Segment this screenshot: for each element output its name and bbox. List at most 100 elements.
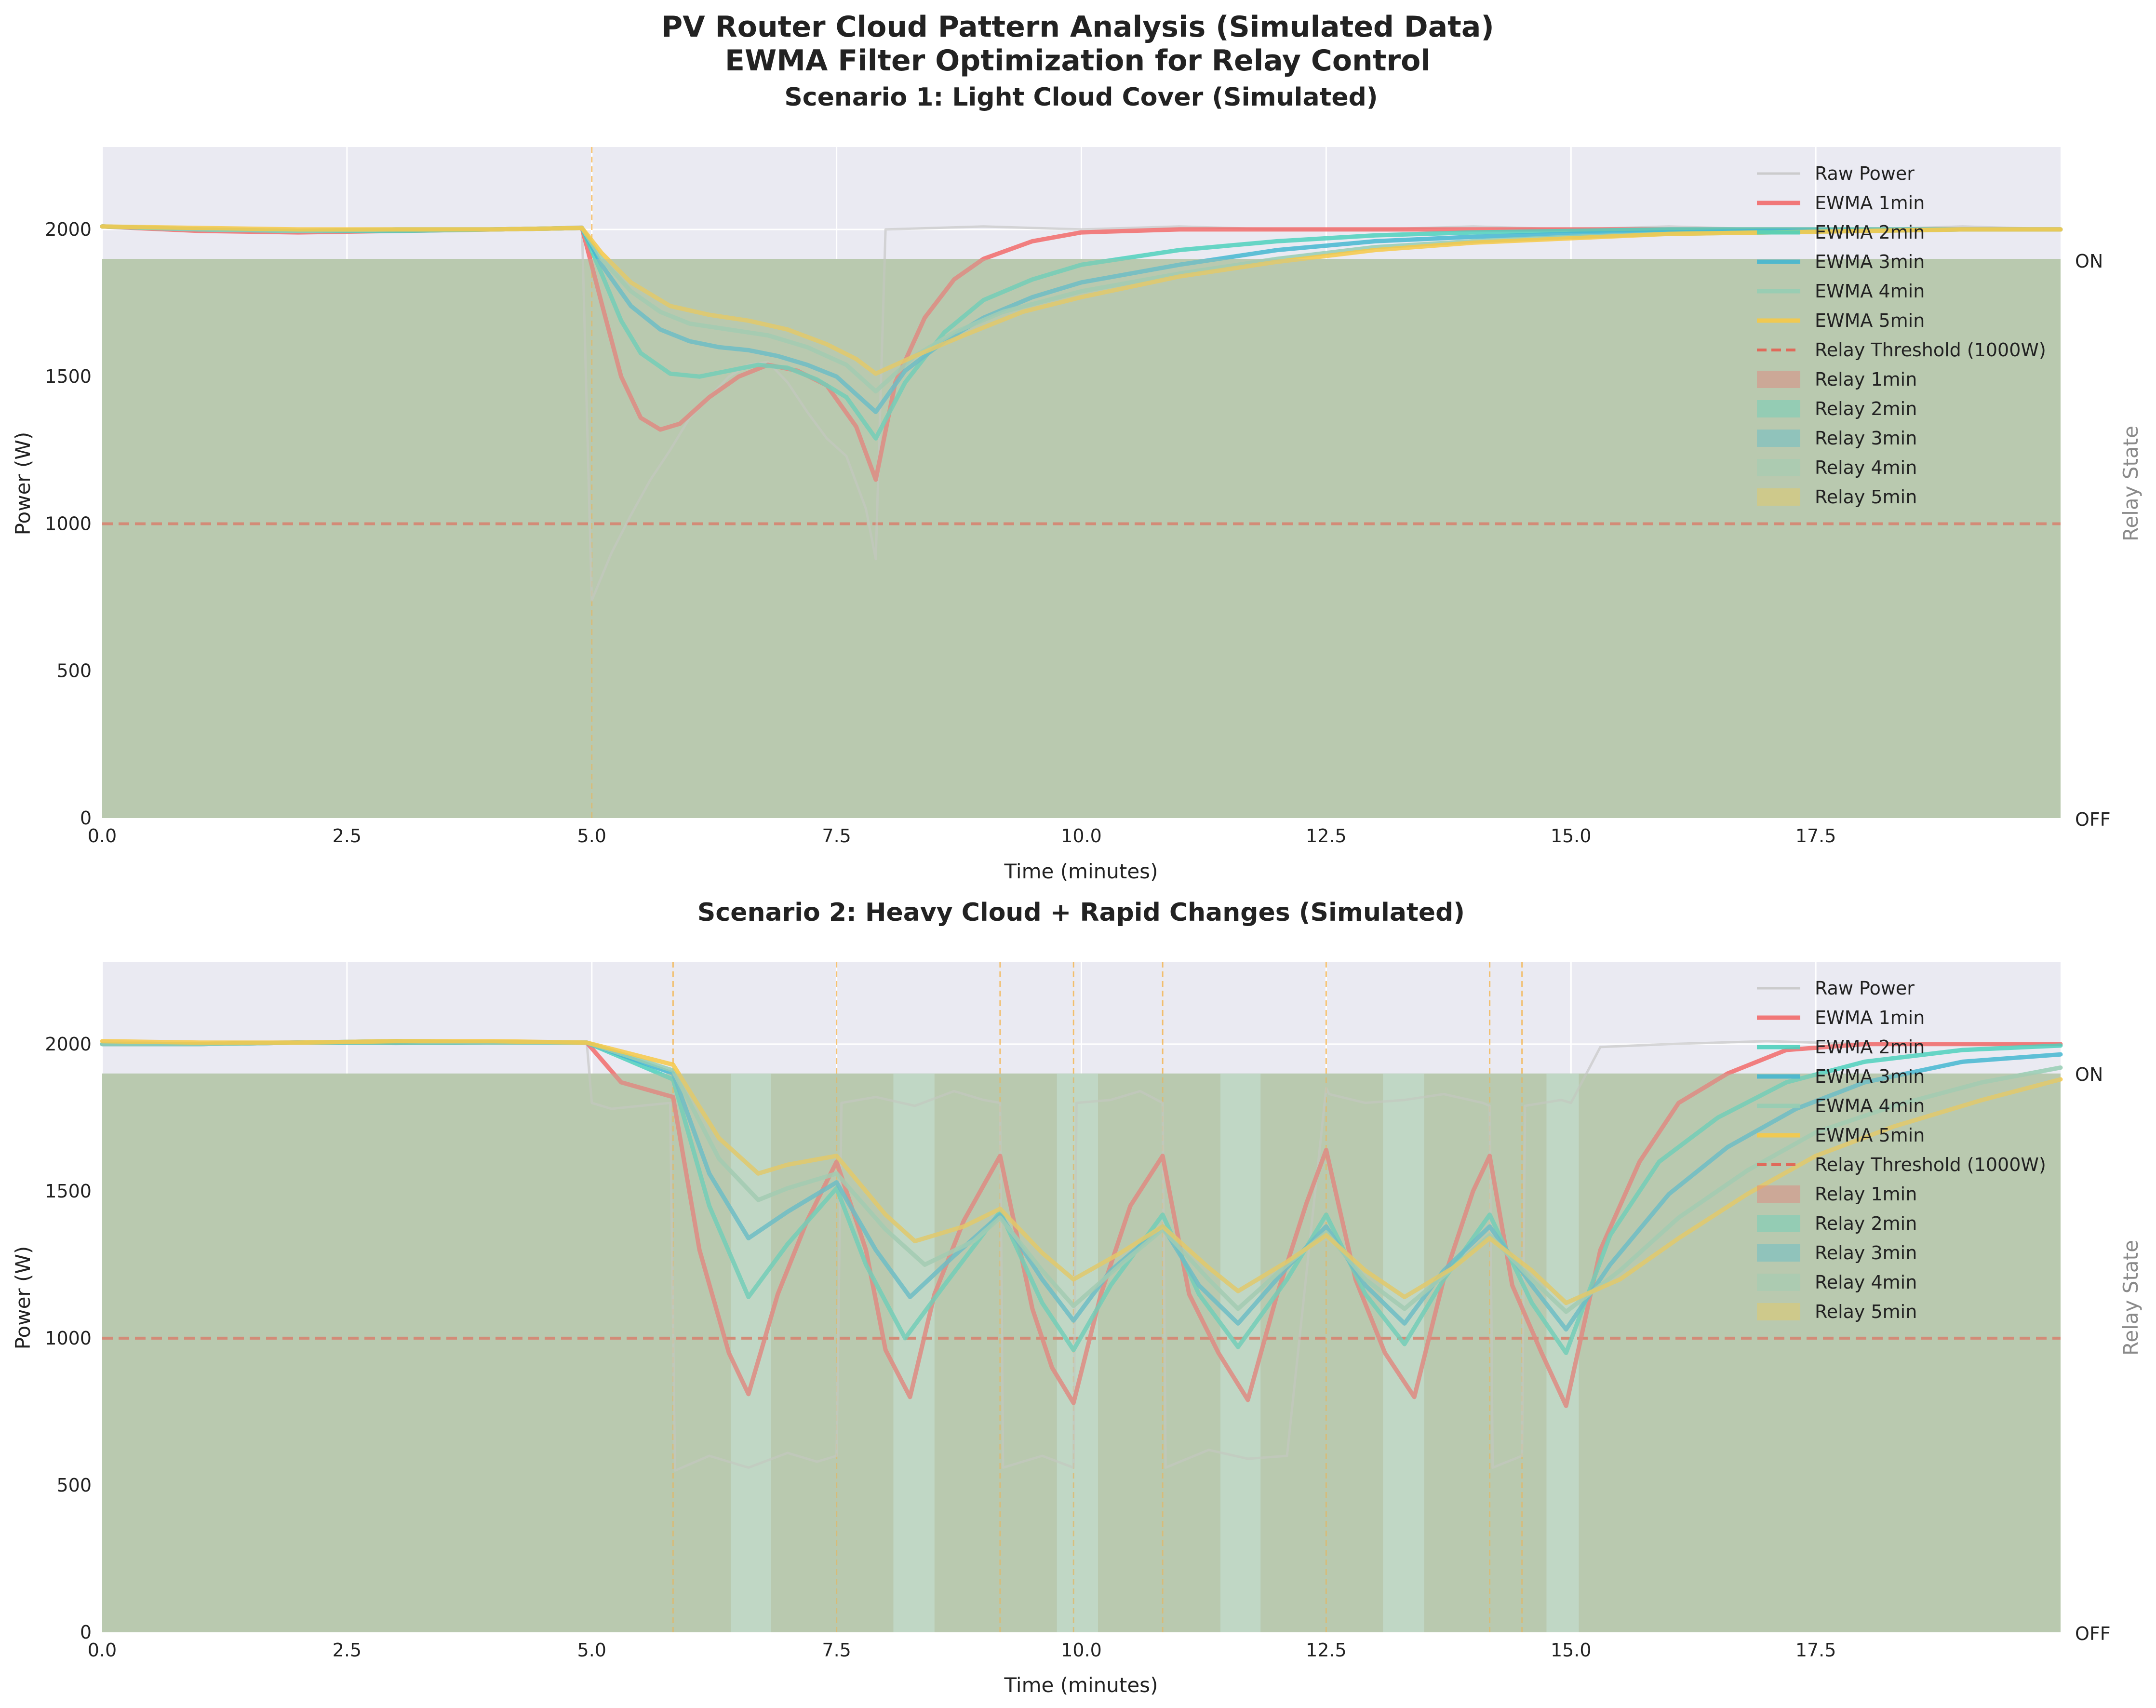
chart-2-legend-item-relay-5min: Relay 5min: [1757, 1301, 1917, 1322]
chart-2-xtick-label-4: 10.0: [1061, 1640, 1102, 1661]
chart-2-xtick-label-6: 15.0: [1551, 1640, 1592, 1661]
chart-1-legend-label-ewma-3min: EWMA 3min: [1815, 251, 1925, 272]
chart-2-right-tick-on: ON: [2075, 1064, 2103, 1085]
chart-1-legend-label-relay-5min: Relay 5min: [1815, 486, 1917, 508]
chart-2-xlabel: Time (minutes): [1004, 1673, 1158, 1697]
chart-1-right-ylabel: Relay State: [2119, 426, 2143, 541]
chart-1-legend-label-ewma-2min: EWMA 2min: [1815, 222, 1925, 243]
chart-1-legend-item-relay-3min: Relay 3min: [1757, 428, 1917, 449]
chart-1-legend-item-relay-2min: Relay 2min: [1757, 398, 1917, 419]
chart-2-ytick-label-3: 1500: [45, 1181, 92, 1202]
chart-1-legend-label-relay-3min: Relay 3min: [1815, 428, 1917, 449]
chart-1-xtick-label-7: 17.5: [1795, 825, 1836, 847]
chart-2-ytick-label-0: 0: [80, 1622, 92, 1643]
chart-2-legend-swatch-relay-2min: [1757, 1215, 1800, 1232]
chart-2-relay-off-4: [1383, 1073, 1424, 1632]
chart-2-legend-item-ewma-5min: EWMA 5min: [1757, 1125, 1925, 1146]
chart-1-plot-area: 0.0 2.5 5.0 7.5 10.0 12.5 15.0 17.5 0 500 1000 1500…: [45, 147, 2063, 847]
chart-2-legend-swatch-relay-3min: [1757, 1244, 1800, 1262]
chart-2-legend-item-relay-2min: Relay 2min: [1757, 1213, 1917, 1234]
chart-1-ytick-label-1: 500: [56, 660, 92, 682]
chart-2-ytick-label-4: 2000: [45, 1034, 92, 1055]
chart-1-right-tick-on: ON: [2075, 251, 2103, 272]
chart-2-legend-swatch-relay-4min: [1757, 1274, 1800, 1291]
chart-1-series-ewma-5min: [100, 224, 2063, 376]
chart-2-legend-item-ewma-2min: EWMA 2min: [1757, 1036, 1925, 1058]
chart-1-legend-item-relay-4min: Relay 4min: [1757, 457, 1917, 478]
chart-1-xtick-label-5: 12.5: [1306, 825, 1347, 847]
chart-2-legend-label-raw-power: Raw Power: [1815, 978, 1915, 999]
chart-2-ylabel: Power (W): [11, 1246, 35, 1350]
chart-1-legend-label-ewma-5min: EWMA 5min: [1815, 310, 1925, 331]
chart-1-legend-item-relay-threshold-1000w: Relay Threshold (1000W): [1757, 339, 2046, 361]
chart-1-ytick-label-0: 0: [80, 807, 92, 829]
chart-1-legend-swatch-relay-1min: [1757, 371, 1800, 388]
chart-1-legend-item-ewma-2min: EWMA 2min: [1757, 222, 1925, 243]
chart-2-series-raw-power: [101, 1040, 2062, 1472]
chart-2-legend: Raw Power EWMA 1min EWMA 2min EWMA 3min EWMA…: [1757, 978, 2046, 1322]
chart-1-ytick-label-4: 2000: [45, 219, 92, 240]
chart-1-legend: Raw Power EWMA 1min EWMA 2min EWMA 3min EWMA…: [1757, 163, 2046, 508]
chart-2-series-ewma-4min: [100, 1039, 2063, 1314]
chart-2-relay-overlay: [102, 1073, 2061, 1632]
chart-1-ytick-label-2: 1000: [45, 513, 92, 534]
chart-2-legend-label-relay-2min: Relay 2min: [1815, 1213, 1917, 1234]
chart-1-legend-label-relay-1min: Relay 1min: [1815, 369, 1917, 390]
chart-2-ytick-label-2: 1000: [45, 1328, 92, 1349]
chart-2-legend-label-ewma-2min: EWMA 2min: [1815, 1036, 1925, 1058]
chart-2-legend-item-relay-4min: Relay 4min: [1757, 1272, 1917, 1293]
chart-2-legend-label-relay-threshold-1000w: Relay Threshold (1000W): [1815, 1154, 2046, 1175]
chart-1-xtick-label-0: 0.0: [88, 825, 117, 847]
chart-2-legend-item-relay-threshold-1000w: Relay Threshold (1000W): [1757, 1154, 2046, 1175]
chart-2-legend-label-ewma-1min: EWMA 1min: [1815, 1007, 1925, 1028]
chart-1-title: Scenario 1: Light Cloud Cover (Simulated…: [784, 83, 1378, 112]
chart-2-legend-item-raw-power: Raw Power: [1757, 978, 1915, 999]
chart-2-legend-item-ewma-1min: EWMA 1min: [1757, 1007, 1925, 1028]
chart-1-legend-item-relay-5min: Relay 5min: [1757, 486, 1917, 508]
chart-1-legend-item-ewma-4min: EWMA 4min: [1757, 281, 1925, 302]
chart-2-series-ewma-5min: [100, 1039, 2063, 1305]
chart-1-legend-item-raw-power: Raw Power: [1757, 163, 1915, 184]
chart-1-xtick-label-3: 7.5: [822, 825, 851, 847]
chart-1-series-ewma-1min: [100, 224, 2063, 482]
chart-1-legend-item-relay-1min: Relay 1min: [1757, 369, 1917, 390]
chart-2-xtick-label-7: 17.5: [1795, 1640, 1836, 1661]
chart-2-legend-label-relay-5min: Relay 5min: [1815, 1301, 1917, 1322]
chart-2-legend-swatch-relay-1min: [1757, 1185, 1800, 1203]
chart-2-legend-item-relay-1min: Relay 1min: [1757, 1183, 1917, 1205]
chart-1-xtick-label-2: 5.0: [577, 825, 606, 847]
chart-1-legend-label-relay-threshold-1000w: Relay Threshold (1000W): [1815, 339, 2046, 361]
chart-1-relay-overlay: [102, 259, 2061, 818]
chart-1-legend-swatch-relay-3min: [1757, 430, 1800, 447]
chart-2-legend-label-relay-1min: Relay 1min: [1815, 1183, 1917, 1205]
chart-1-ytick-label-3: 1500: [45, 366, 92, 387]
chart-1-xlabel: Time (minutes): [1004, 860, 1158, 883]
chart-2-legend-label-relay-4min: Relay 4min: [1815, 1272, 1917, 1293]
chart-1-legend-item-ewma-1min: EWMA 1min: [1757, 192, 1925, 214]
chart-panel-1: Scenario 1: Light Cloud Cover (Simulated…: [11, 83, 2143, 883]
chart-1-legend-label-ewma-4min: EWMA 4min: [1815, 281, 1925, 302]
chart-2-legend-item-relay-3min: Relay 3min: [1757, 1242, 1917, 1264]
chart-1-xtick-label-4: 10.0: [1061, 825, 1102, 847]
figure-title-line1: PV Router Cloud Pattern Analysis (Simula…: [661, 10, 1494, 44]
chart-1-legend-swatch-relay-2min: [1757, 400, 1800, 417]
chart-2-legend-label-ewma-4min: EWMA 4min: [1815, 1095, 1925, 1116]
chart-2-title: Scenario 2: Heavy Cloud + Rapid Changes …: [697, 898, 1465, 927]
chart-1-legend-item-ewma-5min: EWMA 5min: [1757, 310, 1925, 331]
chart-2-relay-off-3: [1220, 1073, 1261, 1632]
chart-2-right-ylabel: Relay State: [2119, 1240, 2143, 1356]
chart-2-series-ewma-1min: [100, 1040, 2063, 1408]
chart-2-ytick-label-1: 500: [56, 1475, 92, 1496]
chart-1-legend-swatch-relay-5min: [1757, 488, 1800, 506]
chart-2-right-tick-off: OFF: [2075, 1623, 2111, 1644]
chart-2-xtick-label-1: 2.5: [333, 1640, 362, 1661]
chart-1-legend-label-relay-4min: Relay 4min: [1815, 457, 1917, 478]
chart-2-xtick-label-5: 12.5: [1306, 1640, 1347, 1661]
chart-2-plot-area: 0.0 2.5 5.0 7.5 10.0 12.5 15.0 17.5 0 500 1000 1500…: [45, 962, 2063, 1661]
chart-2-relay-off-5: [1546, 1073, 1579, 1632]
chart-1-ylabel: Power (W): [11, 432, 35, 536]
figure-title-line2: EWMA Filter Optimization for Relay Contr…: [725, 44, 1431, 78]
chart-2-legend-label-ewma-5min: EWMA 5min: [1815, 1125, 1925, 1146]
chart-1-right-tick-off: OFF: [2075, 809, 2111, 830]
chart-2-relay-off-1: [893, 1073, 935, 1632]
